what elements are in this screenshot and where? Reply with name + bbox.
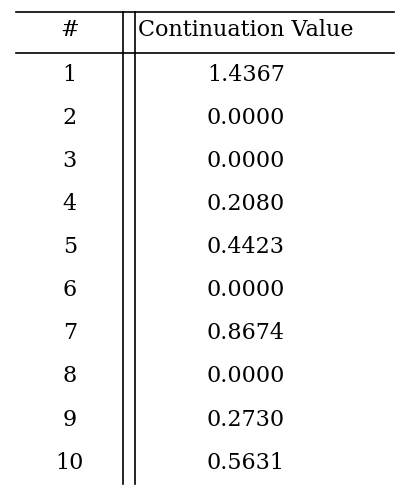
- Text: 0.8674: 0.8674: [207, 323, 284, 344]
- Text: 0.0000: 0.0000: [206, 150, 285, 172]
- Text: 0.5631: 0.5631: [207, 452, 284, 474]
- Text: 0.2080: 0.2080: [207, 193, 284, 215]
- Text: #: #: [60, 19, 79, 41]
- Text: 9: 9: [63, 409, 76, 430]
- Text: 0.0000: 0.0000: [206, 366, 285, 387]
- Text: 7: 7: [63, 323, 76, 344]
- Text: 0.0000: 0.0000: [206, 279, 285, 301]
- Text: 10: 10: [55, 452, 84, 474]
- Text: 1: 1: [63, 64, 76, 86]
- Text: 0.2730: 0.2730: [207, 409, 284, 430]
- Text: 5: 5: [63, 236, 76, 258]
- Text: 0.0000: 0.0000: [206, 107, 285, 129]
- Text: 8: 8: [63, 366, 76, 387]
- Text: 6: 6: [63, 279, 76, 301]
- Text: 1.4367: 1.4367: [207, 64, 284, 86]
- Text: 3: 3: [63, 150, 76, 172]
- Text: 2: 2: [63, 107, 76, 129]
- Text: Continuation Value: Continuation Value: [138, 19, 353, 41]
- Text: 0.4423: 0.4423: [207, 236, 284, 258]
- Text: 4: 4: [63, 193, 76, 215]
